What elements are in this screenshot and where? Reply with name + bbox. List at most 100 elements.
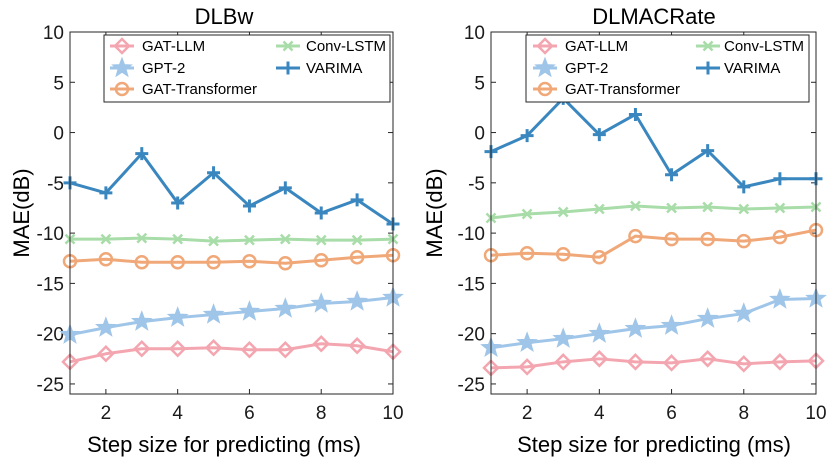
data-point: [557, 206, 569, 218]
data-point: [552, 327, 575, 348]
data-point: [590, 350, 609, 368]
data-point: [664, 231, 679, 247]
legend-marker: [111, 56, 133, 78]
y-axis-label: MAE(dB): [422, 168, 447, 257]
legend-item-gpt-2: GPT-2: [110, 56, 185, 78]
legend-item-gat-llm: GAT-LLM: [110, 37, 205, 55]
series-gat-transformer: [62, 247, 401, 271]
y-tick-label: -20: [458, 325, 485, 346]
data-point: [737, 180, 751, 194]
data-point: [202, 303, 225, 324]
legend-label: Conv-LSTM: [724, 38, 804, 55]
legend-label: GAT-LLM: [142, 38, 205, 55]
data-point: [521, 208, 533, 220]
legend-label: Conv-LSTM: [306, 38, 386, 55]
data-point: [136, 232, 148, 244]
y-tick-label: -10: [458, 224, 485, 245]
x-tick-label: 4: [594, 403, 605, 424]
data-point: [700, 231, 715, 247]
legend-symbol: [276, 40, 300, 52]
ticks-group: 10 5 0 -5 -10 -15 -20 -25 2 4 6 8 10: [458, 23, 827, 424]
data-point: [348, 336, 366, 355]
x-tick-label: 10: [382, 403, 403, 424]
legend-marker: [702, 40, 714, 52]
legend-item-conv-lstm: Conv-LSTM: [696, 38, 804, 55]
legend-marker: [534, 56, 556, 78]
legend: GAT-LLM GPT-2 GAT-Transformer Conv-LSTM …: [525, 34, 810, 103]
data-point: [588, 322, 611, 343]
data-point: [100, 233, 112, 245]
data-point: [313, 253, 329, 268]
data-point: [130, 310, 153, 331]
data-point: [518, 358, 536, 376]
legend-marker: [113, 37, 131, 55]
series-group: [480, 91, 827, 377]
legend: GAT-LLM GPT-2 GAT-Transformer Conv-LSTM …: [103, 34, 391, 103]
data-point: [698, 350, 717, 368]
series-gat-llm: [482, 350, 825, 377]
series-line: [490, 296, 817, 350]
series-line: [490, 228, 817, 259]
y-tick-label: -15: [37, 274, 64, 295]
legend-label: GAT-Transformer: [142, 81, 257, 98]
data-point: [279, 233, 291, 245]
legend-label: GAT-Transformer: [565, 81, 680, 98]
data-point: [206, 255, 221, 270]
y-tick-label: 0: [53, 124, 64, 145]
legend-marker: [282, 40, 294, 52]
data-point: [350, 193, 364, 207]
data-point: [666, 202, 677, 214]
y-tick-label: 10: [43, 23, 64, 44]
legend-symbol: [110, 37, 134, 55]
data-point: [274, 297, 297, 318]
legend-marker: [701, 61, 715, 75]
data-point: [133, 339, 151, 358]
data-point: [519, 245, 535, 261]
legend-symbol: [696, 61, 720, 75]
series-gat-transformer: [483, 222, 824, 265]
legend-marker: [536, 37, 554, 55]
legend-symbol: [533, 81, 557, 97]
ticks-group: 10 5 0 -5 -10 -15 -20 -25 2 4 6 8 10: [37, 23, 404, 424]
chart-title: DLMACRate: [592, 4, 715, 29]
plot-area-frame: [490, 31, 817, 395]
data-point: [238, 300, 261, 321]
data-point: [312, 334, 330, 353]
chart-dlmacrate: DLMACRate Step size for predicting (ms) …: [422, 4, 827, 457]
data-point: [701, 144, 715, 158]
x-tick-label: 10: [805, 403, 826, 424]
data-point: [736, 233, 752, 249]
legend-symbol: [276, 61, 300, 75]
y-tick-label: -25: [458, 375, 485, 396]
data-point: [98, 252, 114, 267]
legend-label: GPT-2: [565, 60, 608, 77]
data-point: [660, 314, 683, 335]
data-point: [520, 129, 534, 143]
data-point: [628, 107, 642, 121]
series-line: [69, 253, 394, 265]
chart-title: DLBw: [195, 4, 254, 29]
legend-item-varima: VARIMA: [696, 60, 780, 77]
legend-item-conv-lstm: Conv-LSTM: [276, 38, 386, 55]
series-line: [490, 357, 817, 370]
legend-box: [103, 34, 391, 103]
data-point: [696, 307, 719, 328]
data-point: [628, 228, 643, 244]
series-gpt-2: [480, 287, 827, 357]
x-tick-label: 4: [172, 403, 183, 424]
data-point: [738, 203, 750, 215]
data-point: [662, 354, 681, 372]
x-tick-label: 2: [522, 403, 533, 424]
data-point: [171, 196, 185, 210]
data-point: [240, 340, 259, 359]
data-point: [554, 353, 572, 371]
legend-item-varima: VARIMA: [276, 60, 362, 77]
plot-area-frame: [69, 31, 394, 395]
data-point: [208, 235, 219, 247]
series-line: [490, 96, 816, 189]
x-tick-label: 8: [316, 403, 327, 424]
data-point: [665, 168, 679, 182]
y-tick-label: 5: [474, 73, 485, 94]
legend-label: GAT-LLM: [565, 38, 628, 55]
